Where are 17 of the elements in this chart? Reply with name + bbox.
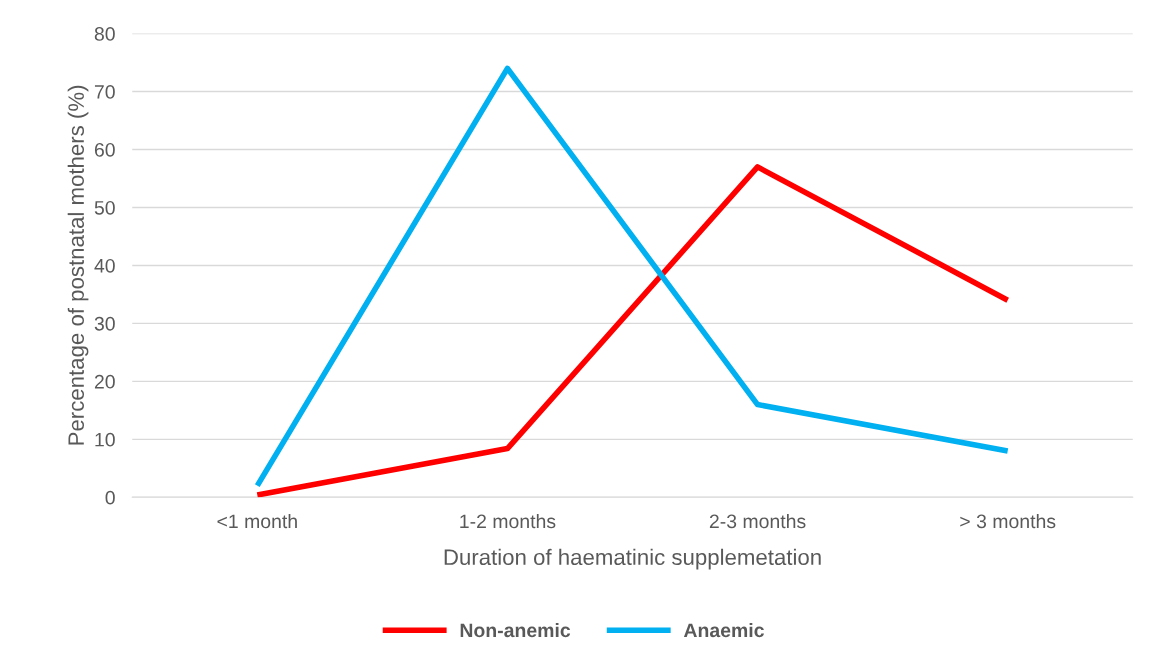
y-tick-label: 80	[94, 27, 115, 41]
y-tick-label: 20	[94, 374, 115, 389]
y-tick-label: 30	[94, 316, 115, 331]
x-tick-label: 1-2 months	[460, 513, 556, 529]
y-axis-title: Percentage of postnatal mothers (%)	[67, 85, 89, 445]
y-tick-label: 0	[105, 490, 115, 505]
y-tick-label: 40	[94, 258, 115, 273]
legend-label: Anaemic	[683, 622, 764, 638]
y-tick-label: 10	[95, 432, 115, 447]
x-tick-label: <1 month	[217, 513, 297, 529]
legend-label: Non-anemic	[460, 622, 571, 638]
y-tick-label: 60	[94, 142, 115, 157]
y-tick-label: 70	[94, 85, 115, 99]
x-tick-label: > 3 months	[960, 513, 1056, 529]
y-tick-label: 50	[94, 200, 115, 215]
x-axis-title: Duration of haematinic supplemetation	[444, 548, 821, 570]
x-tick-label: 2-3 months	[709, 513, 806, 529]
